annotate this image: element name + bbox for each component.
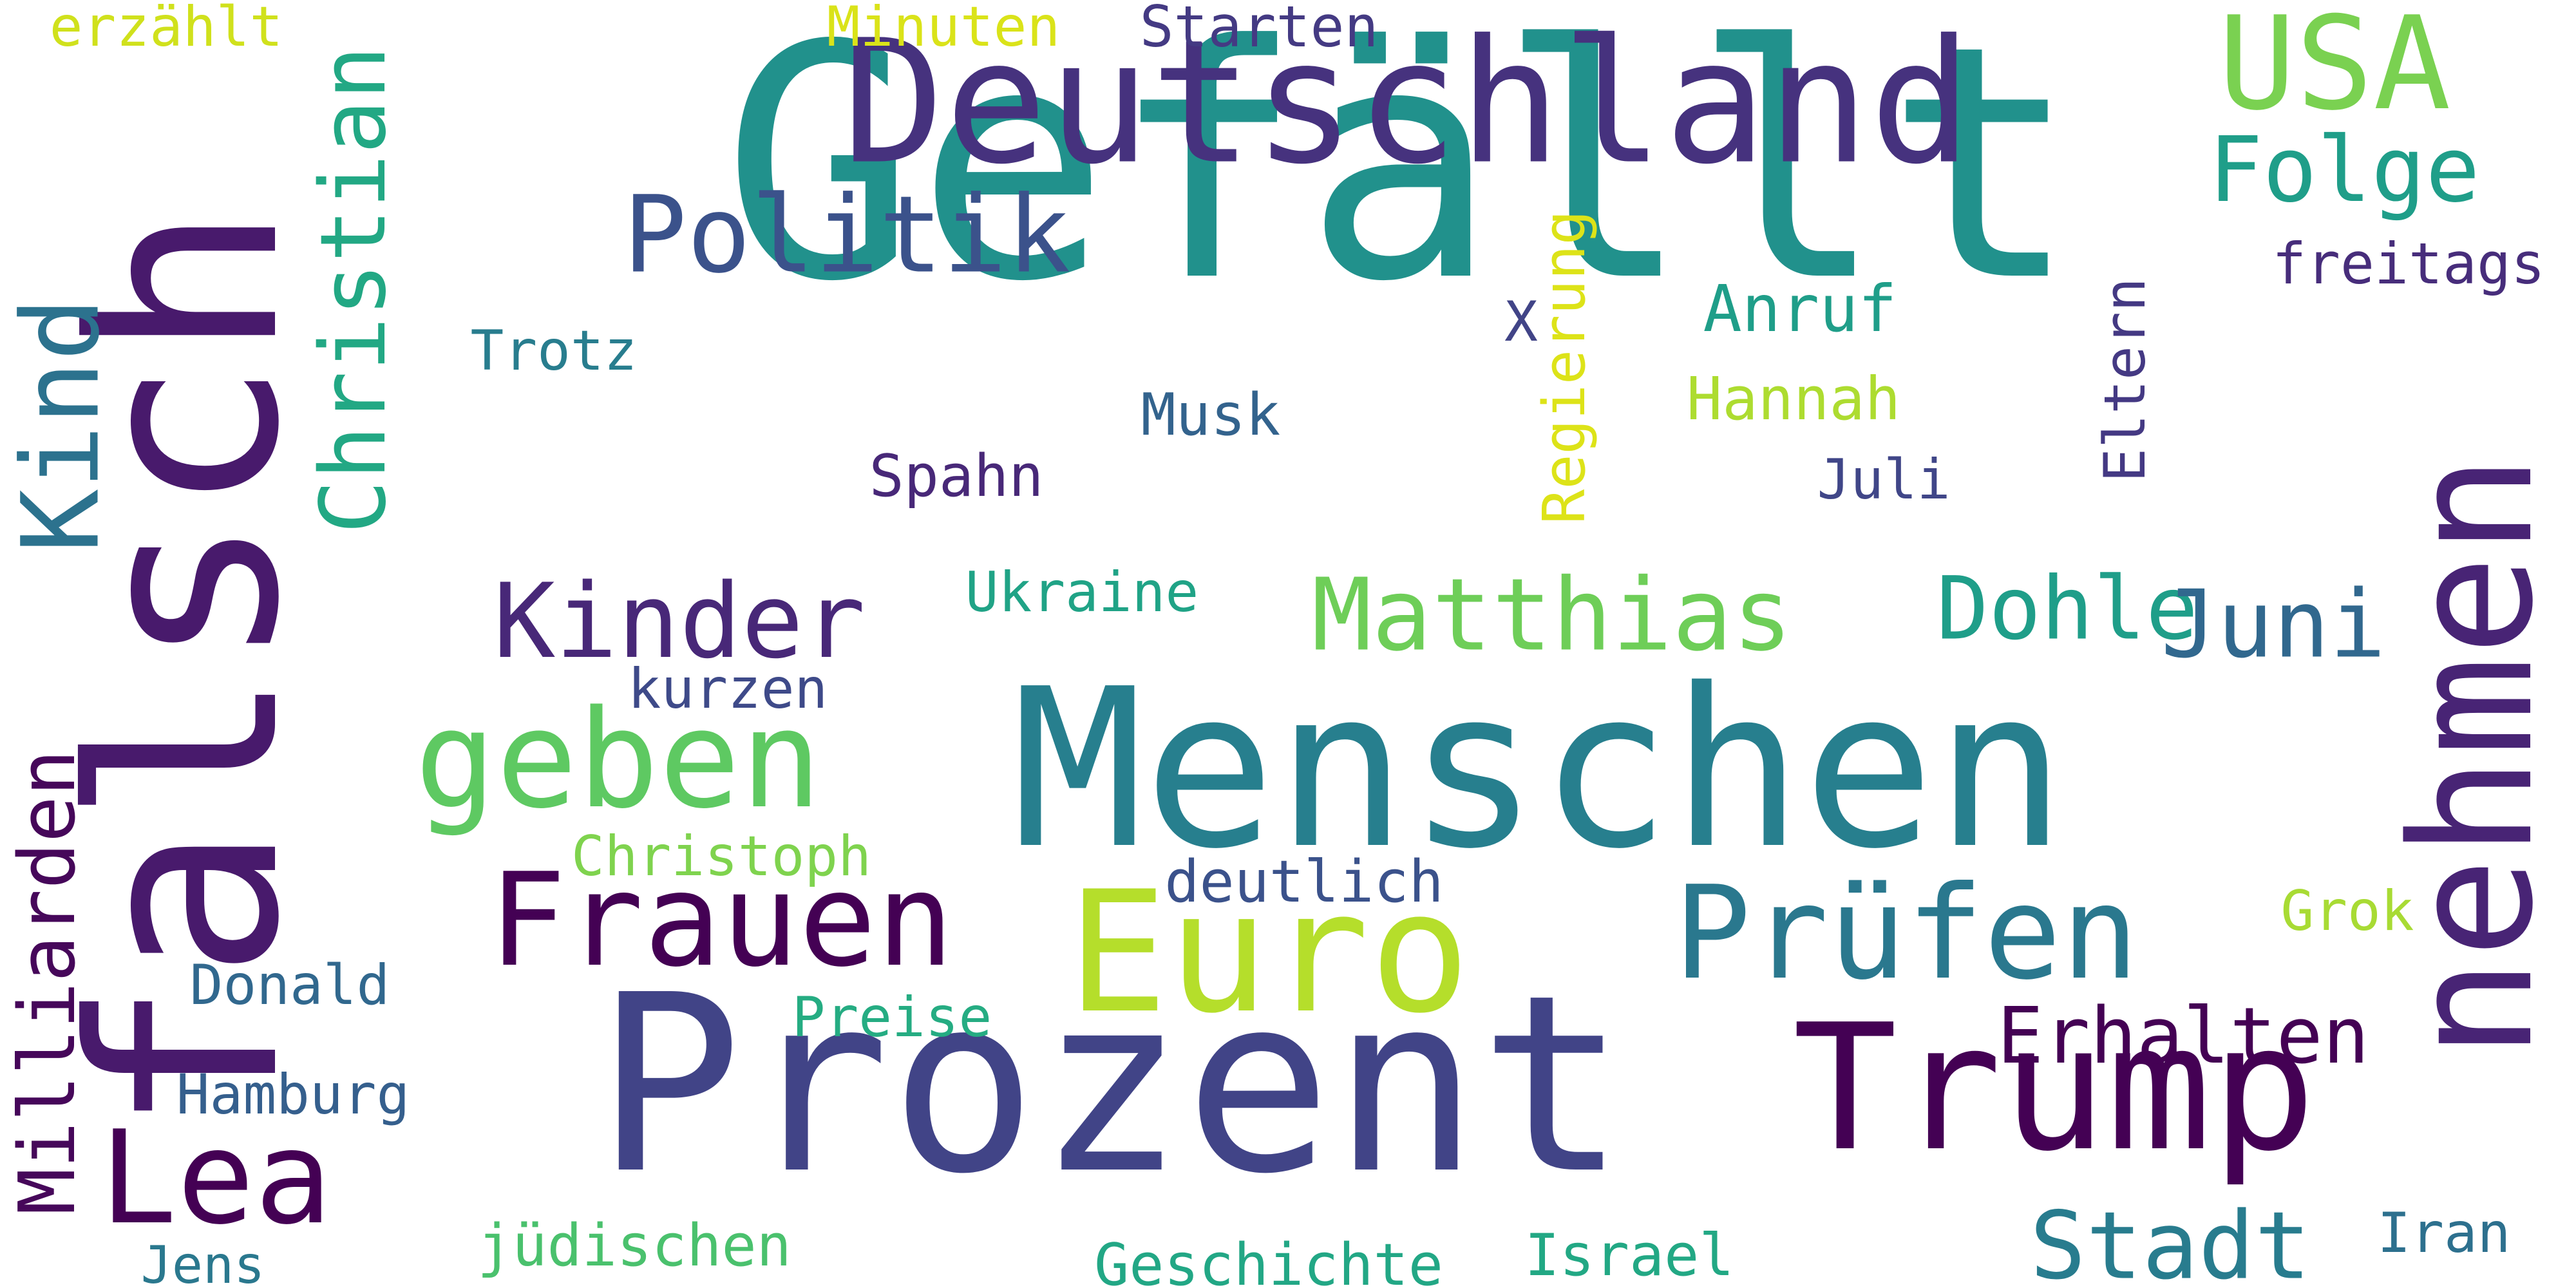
word-stadt: Stadt xyxy=(2029,1191,2311,1288)
word-folge: Folge xyxy=(2208,118,2480,223)
word-juni: Juni xyxy=(2161,570,2386,679)
word-geschichte: Geschichte xyxy=(1094,1231,1443,1288)
word-kind: Kind xyxy=(0,297,123,553)
word-frauen: Frauen xyxy=(488,846,954,996)
word-geben: geben xyxy=(414,681,822,838)
word-donald: Donald xyxy=(189,953,390,1018)
word-lea: Lea xyxy=(99,1103,332,1253)
word-trump: Trump xyxy=(1792,987,2316,1189)
word-kurzen: kurzen xyxy=(627,657,828,721)
word-hannah: Hannah xyxy=(1686,365,1901,433)
word-jens: Jens xyxy=(140,1235,265,1288)
word-deutlich: deutlich xyxy=(1164,848,1444,916)
word-gefaellt: Gefällt xyxy=(722,0,2079,352)
word-preise: Preise xyxy=(791,985,992,1050)
word-juedischen: jüdischen xyxy=(477,1212,791,1280)
word-iran: Iran xyxy=(2377,1201,2511,1265)
word-menschen: Menschen xyxy=(1012,642,2067,897)
word-politik: Politik xyxy=(623,173,1071,297)
word-erzaehlt: erzählt xyxy=(49,0,283,59)
word-matthias: Matthias xyxy=(1311,556,1793,674)
word-starten: Starten xyxy=(1139,0,1379,60)
word-deutschland: Deutschland xyxy=(842,3,1973,202)
word-pruefen: Prüfen xyxy=(1673,858,2139,1009)
word-christian: Christian xyxy=(301,45,406,535)
word-freitags: freitags xyxy=(2272,231,2545,297)
word-kinder: Kinder xyxy=(493,561,866,681)
word-spahn: Spahn xyxy=(869,442,1044,510)
word-nehmen: nehmen xyxy=(2376,454,2570,1059)
word-erhalten: Erhalten xyxy=(1997,992,2369,1081)
word-grok: Grok xyxy=(2280,879,2414,943)
word-minuten: Minuten xyxy=(826,0,1061,59)
word-israel: Israel xyxy=(1524,1222,1734,1288)
word-musk: Musk xyxy=(1141,381,1281,449)
word-usa: USA xyxy=(2218,0,2451,139)
word-x: X xyxy=(1504,290,1538,354)
word-euro: Euro xyxy=(1066,856,1471,1050)
word-trotz: Trotz xyxy=(470,319,638,383)
word-milliarden: Milliarden xyxy=(3,749,93,1215)
word-christoph: Christoph xyxy=(571,824,871,889)
word-juli: Juli xyxy=(1817,448,1951,512)
word-anruf: Anruf xyxy=(1703,271,1897,346)
word-hamburg: Hamburg xyxy=(176,1063,410,1127)
word-ukraine: Ukraine xyxy=(965,560,1199,625)
word-prozent: Prozent xyxy=(595,942,1627,1227)
word-eltern: Eltern xyxy=(2092,278,2158,482)
word-regierung: Regierung xyxy=(1531,210,1598,524)
word-dohle: Dohle xyxy=(1936,558,2199,659)
